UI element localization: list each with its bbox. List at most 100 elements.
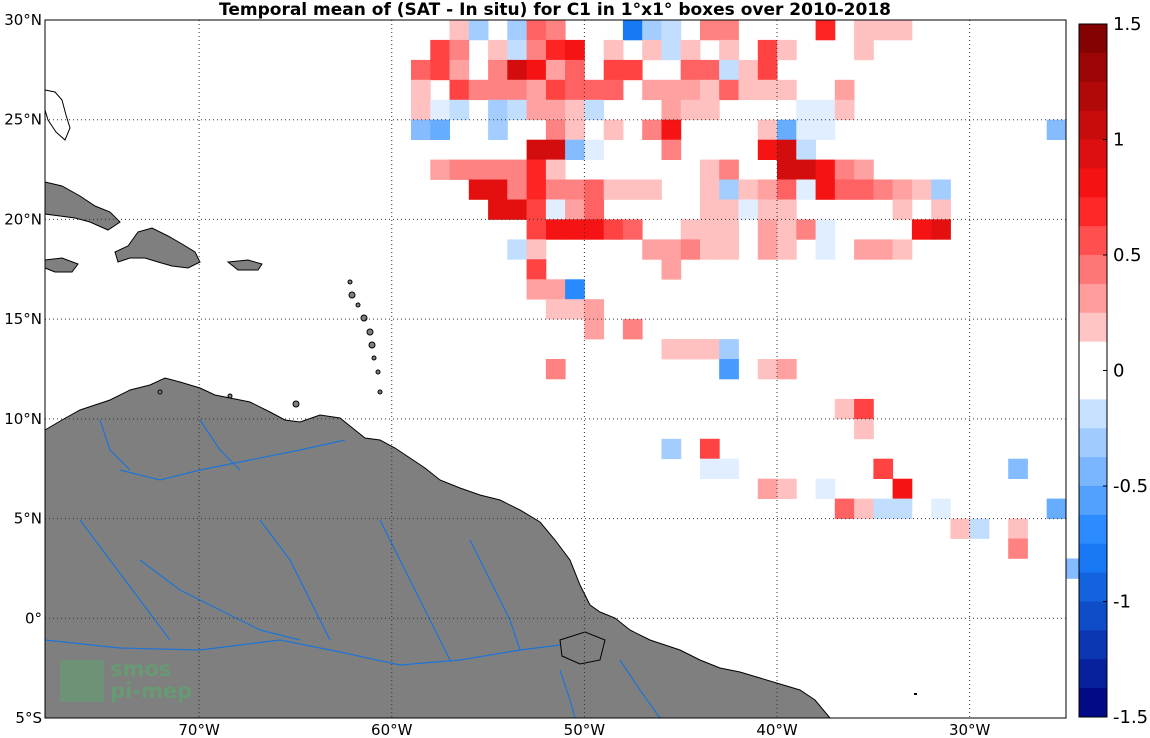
data-cell [719, 219, 739, 240]
data-cell [680, 219, 701, 240]
data-cell [700, 20, 720, 41]
colorbar-band [1079, 457, 1107, 487]
data-cell [545, 59, 566, 81]
axis-labels: 70°W 60°W 50°W 40°W 30°W 30°N 25°N 20°N 15°N 10°N… [4, 11, 990, 738]
data-cell [603, 119, 624, 140]
data-cell [603, 59, 624, 81]
colorbar-band [1079, 399, 1107, 429]
data-cell [1046, 498, 1067, 519]
data-cell [757, 239, 778, 260]
colorbar-band [1079, 514, 1107, 545]
data-cell [700, 199, 720, 220]
data-cell [661, 139, 682, 160]
data-cell [931, 199, 951, 220]
data-cell [584, 99, 605, 121]
data-cell [661, 79, 682, 101]
data-cell [642, 79, 662, 101]
latitude-tick-label: 30°N [4, 11, 42, 29]
data-cell [719, 359, 739, 380]
data-cell [661, 119, 682, 140]
data-cell [757, 59, 778, 81]
data-cell [488, 159, 508, 180]
data-cell [526, 39, 547, 61]
data-cell [642, 39, 662, 61]
latitude-tick-label: 5°N [14, 510, 42, 528]
data-cell [892, 498, 913, 519]
data-cell [565, 99, 585, 121]
data-cell [622, 179, 643, 200]
data-cell [526, 99, 547, 121]
data-cell [757, 79, 778, 101]
data-cell [796, 179, 816, 200]
data-cell [565, 179, 585, 200]
data-cell [661, 259, 682, 280]
data-cell [719, 79, 739, 101]
latitude-tick-label: 20°N [4, 210, 42, 228]
data-cell [565, 139, 585, 160]
data-cell [873, 458, 894, 479]
data-cell [507, 79, 527, 101]
hispaniola-island [114, 227, 201, 269]
data-cell [777, 159, 797, 180]
data-cell [411, 79, 431, 101]
river-orinoco [119, 439, 346, 481]
data-cell [796, 219, 816, 240]
data-cell [526, 259, 547, 280]
data-cell [757, 199, 778, 220]
data-cell [622, 219, 643, 240]
data-cell [1046, 119, 1067, 140]
data-cell [545, 299, 566, 320]
data-cell [449, 79, 470, 101]
data-cell [603, 179, 624, 200]
data-cell [526, 179, 547, 200]
data-cell [854, 39, 874, 61]
data-cell [911, 219, 932, 240]
longitude-tick-label: 60°W [371, 721, 413, 738]
data-cell [873, 179, 894, 200]
latitude-tick-label: 0° [25, 609, 42, 627]
data-cell [738, 179, 759, 200]
puerto-rico-island [226, 259, 263, 271]
colorbar-band [1079, 81, 1107, 112]
data-cell [545, 79, 566, 101]
colorbar-band [1079, 312, 1107, 343]
data-cell [584, 199, 605, 220]
colorbar-band [1079, 226, 1107, 256]
colorbar-band [1079, 601, 1107, 631]
data-cell [507, 39, 527, 61]
data-cell [796, 139, 816, 160]
data-cell [719, 39, 739, 61]
latitude-tick-label: 10°N [4, 410, 42, 428]
data-cell [411, 99, 431, 121]
data-cell [1008, 538, 1028, 559]
data-cell [700, 339, 720, 360]
data-cell [700, 458, 720, 479]
river-layer [44, 419, 661, 719]
colorbar-band [1079, 255, 1107, 285]
data-cell [642, 20, 662, 41]
data-cell [815, 119, 836, 140]
data-cell [565, 79, 585, 101]
latitude-tick-label: 5°S [15, 709, 42, 727]
data-cell [931, 179, 951, 200]
data-cell [603, 39, 624, 61]
data-cell [854, 20, 874, 41]
data-cell [719, 20, 739, 41]
data-cell [411, 119, 431, 140]
data-cell [892, 478, 913, 499]
data-cell [719, 159, 739, 180]
data-cell [854, 179, 874, 200]
data-cell [507, 179, 527, 200]
data-cell [757, 39, 778, 61]
data-cell [488, 179, 508, 200]
data-cell [545, 179, 566, 200]
data-cell [507, 239, 527, 260]
data-cell [680, 59, 701, 81]
data-cell [815, 20, 836, 41]
colorbar-tick-label: 1 [1113, 130, 1124, 151]
cuba-island [44, 181, 121, 231]
data-cell [796, 159, 816, 180]
data-cell [757, 478, 778, 499]
data-cell [815, 99, 836, 121]
data-cell [931, 219, 951, 240]
